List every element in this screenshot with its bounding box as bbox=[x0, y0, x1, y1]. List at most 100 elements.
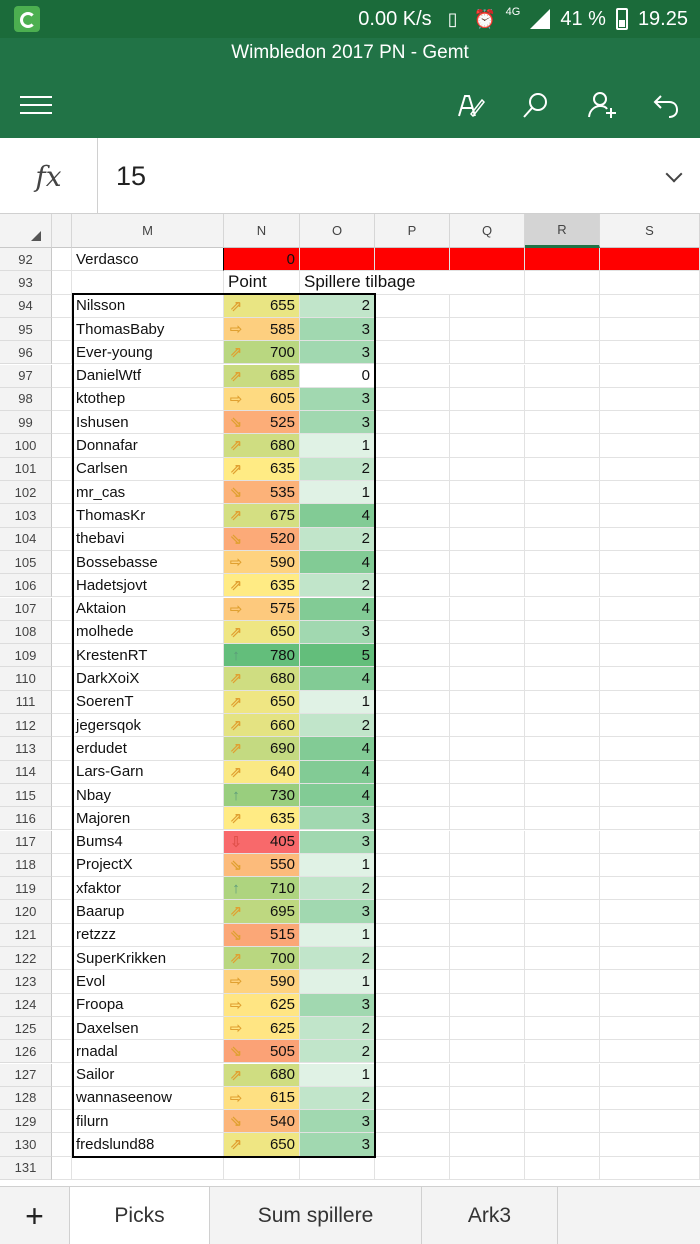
cell[interactable] bbox=[52, 923, 72, 947]
cell[interactable] bbox=[450, 830, 525, 854]
cell[interactable] bbox=[450, 1016, 525, 1041]
column-header[interactable]: S bbox=[600, 214, 700, 248]
cell[interactable] bbox=[375, 923, 450, 947]
cell[interactable] bbox=[600, 574, 700, 598]
cell[interactable] bbox=[52, 434, 72, 458]
search-icon[interactable] bbox=[518, 88, 554, 122]
spillere-cell[interactable]: 4 bbox=[300, 667, 375, 691]
spillere-cell[interactable]: 2 bbox=[300, 457, 375, 481]
cell[interactable] bbox=[525, 434, 600, 458]
cell[interactable] bbox=[52, 644, 72, 668]
cell[interactable] bbox=[375, 597, 450, 621]
cell[interactable] bbox=[375, 807, 450, 831]
cell[interactable] bbox=[52, 597, 72, 621]
cell[interactable] bbox=[52, 690, 72, 714]
cell[interactable] bbox=[600, 853, 700, 878]
cell[interactable] bbox=[600, 1016, 700, 1041]
chevron-down-icon[interactable] bbox=[665, 165, 683, 183]
cell[interactable] bbox=[600, 1086, 700, 1111]
spillere-cell[interactable]: 3 bbox=[300, 830, 375, 854]
name-cell[interactable]: Nilsson bbox=[72, 294, 224, 318]
name-cell[interactable]: SoerenT bbox=[72, 690, 224, 714]
cell[interactable] bbox=[52, 1086, 72, 1111]
row-header[interactable]: 99 bbox=[0, 411, 52, 435]
row-header[interactable]: 105 bbox=[0, 550, 52, 575]
row-header[interactable]: 129 bbox=[0, 1110, 52, 1134]
cell[interactable] bbox=[525, 644, 600, 668]
row-header[interactable]: 100 bbox=[0, 434, 52, 458]
cell[interactable] bbox=[375, 644, 450, 668]
row-header[interactable]: 119 bbox=[0, 877, 52, 901]
point-cell[interactable]: ⇗ 675 bbox=[224, 504, 300, 528]
row-header[interactable]: 112 bbox=[0, 714, 52, 738]
cell[interactable] bbox=[450, 923, 525, 947]
point-cell[interactable]: ⇗ 690 bbox=[224, 737, 300, 761]
cell[interactable] bbox=[525, 830, 600, 854]
cell[interactable] bbox=[375, 900, 450, 924]
cell[interactable] bbox=[450, 993, 525, 1017]
spillere-cell[interactable]: 4 bbox=[300, 550, 375, 575]
cell[interactable] bbox=[450, 1086, 525, 1111]
spillere-cell[interactable]: 3 bbox=[300, 387, 375, 412]
row-header[interactable]: 113 bbox=[0, 737, 52, 761]
cell[interactable] bbox=[375, 527, 450, 551]
cell[interactable] bbox=[375, 1063, 450, 1087]
column-header[interactable]: M bbox=[72, 214, 224, 248]
cell[interactable] bbox=[375, 387, 450, 412]
cell[interactable] bbox=[600, 597, 700, 621]
row-header[interactable]: 128 bbox=[0, 1086, 52, 1111]
cell[interactable] bbox=[600, 993, 700, 1017]
name-cell[interactable]: thebavi bbox=[72, 527, 224, 551]
cell[interactable] bbox=[600, 783, 700, 808]
cell[interactable] bbox=[375, 970, 450, 994]
cell[interactable] bbox=[375, 1016, 450, 1041]
cell[interactable] bbox=[525, 248, 600, 272]
point-cell[interactable]: ⇗ 635 bbox=[224, 807, 300, 831]
point-cell[interactable]: ⇘ 520 bbox=[224, 527, 300, 551]
cell[interactable] bbox=[525, 807, 600, 831]
cell[interactable] bbox=[375, 411, 450, 435]
cell[interactable] bbox=[525, 481, 600, 505]
cell[interactable] bbox=[450, 574, 525, 598]
sheet-tab-picks[interactable]: Picks bbox=[70, 1187, 210, 1244]
row-header[interactable]: 111 bbox=[0, 690, 52, 714]
cell[interactable] bbox=[52, 853, 72, 878]
cell[interactable] bbox=[52, 527, 72, 551]
cell[interactable] bbox=[450, 1063, 525, 1087]
point-cell[interactable]: ⇗ 655 bbox=[224, 294, 300, 318]
cell[interactable] bbox=[600, 1110, 700, 1134]
cell[interactable] bbox=[525, 294, 600, 318]
cell[interactable] bbox=[450, 481, 525, 505]
cell[interactable] bbox=[525, 783, 600, 808]
spillere-cell[interactable]: 4 bbox=[300, 783, 375, 808]
cell[interactable] bbox=[375, 550, 450, 575]
cell[interactable] bbox=[52, 1156, 72, 1180]
name-cell[interactable]: wannaseenow bbox=[72, 1086, 224, 1111]
cell[interactable] bbox=[300, 1156, 375, 1180]
row-header[interactable]: 120 bbox=[0, 900, 52, 924]
row-header[interactable]: 98 bbox=[0, 387, 52, 412]
name-cell[interactable]: ProjectX bbox=[72, 853, 224, 878]
cell[interactable] bbox=[450, 294, 525, 318]
undo-icon[interactable] bbox=[648, 88, 684, 122]
spillere-cell[interactable]: 3 bbox=[300, 317, 375, 342]
cell[interactable] bbox=[600, 457, 700, 481]
cell[interactable] bbox=[450, 550, 525, 575]
cell[interactable] bbox=[52, 364, 72, 388]
cell[interactable] bbox=[450, 387, 525, 412]
spillere-cell[interactable]: 3 bbox=[300, 807, 375, 831]
cell[interactable] bbox=[450, 457, 525, 481]
point-cell[interactable]: ⇗ 660 bbox=[224, 714, 300, 738]
cell[interactable] bbox=[52, 1040, 72, 1064]
cell[interactable] bbox=[52, 387, 72, 412]
cell[interactable] bbox=[52, 1063, 72, 1087]
cell[interactable] bbox=[525, 457, 600, 481]
point-cell[interactable]: ⇘ 540 bbox=[224, 1110, 300, 1134]
column-header[interactable] bbox=[52, 214, 72, 248]
cell[interactable] bbox=[52, 574, 72, 598]
spillere-cell[interactable]: 1 bbox=[300, 923, 375, 947]
cell[interactable] bbox=[375, 1040, 450, 1064]
spillere-cell[interactable]: 2 bbox=[300, 1040, 375, 1064]
spillere-header-cell[interactable]: Spillere tilbage bbox=[300, 271, 450, 295]
cell[interactable] bbox=[375, 434, 450, 458]
